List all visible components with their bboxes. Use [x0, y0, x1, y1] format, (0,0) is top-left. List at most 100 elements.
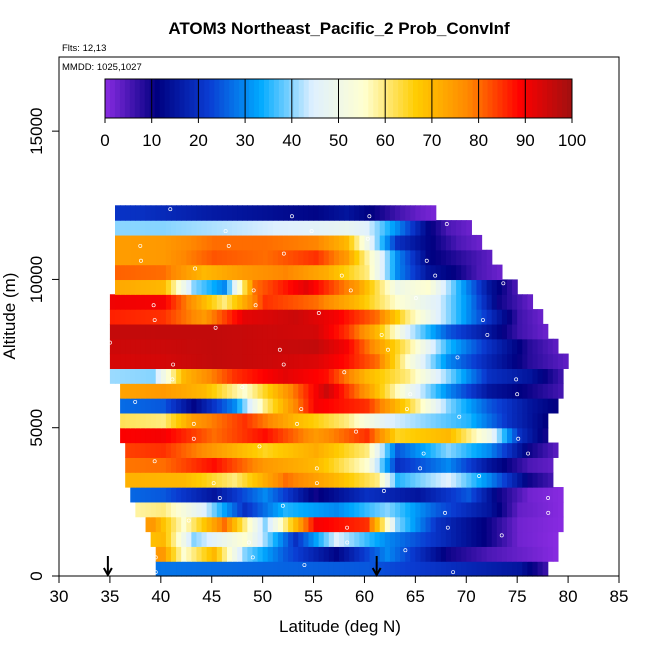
- heat-cell: [384, 442, 391, 458]
- colorbar-tick-label: 10: [142, 131, 161, 150]
- heat-cell: [517, 472, 523, 488]
- heat-cell: [206, 501, 213, 518]
- heat-cell: [354, 442, 360, 458]
- heat-cell: [283, 338, 289, 355]
- heat-cell: [486, 457, 493, 473]
- heat-cell: [471, 234, 478, 251]
- heat-cell: [257, 249, 264, 266]
- colorbar-swatch: [293, 79, 300, 118]
- heat-cell: [308, 501, 315, 518]
- heat-cell: [262, 368, 269, 384]
- heat-cell: [313, 220, 320, 236]
- heat-band: [153, 561, 549, 577]
- heat-cell: [501, 412, 508, 429]
- heat-cell: [120, 264, 126, 281]
- heat-cell: [527, 383, 534, 399]
- heat-cell: [395, 516, 401, 533]
- heat-cell: [339, 531, 345, 547]
- heat-cell: [369, 487, 376, 503]
- heat-cell: [272, 353, 279, 369]
- heat-cell: [354, 205, 360, 221]
- heat-cell: [120, 383, 126, 399]
- heat-cell: [247, 472, 254, 488]
- heat-cell: [257, 516, 264, 533]
- heat-cell: [288, 368, 294, 384]
- heat-cell: [522, 294, 528, 310]
- heat-cell: [288, 353, 294, 369]
- heat-cell: [364, 427, 371, 444]
- chart-title: ATOM3 Northeast_Pacific_2 Prob_ConvInf: [168, 19, 510, 38]
- heat-cell: [181, 294, 187, 310]
- heat-cell: [272, 338, 279, 355]
- colorbar-swatch: [353, 79, 359, 118]
- heat-cell: [369, 531, 376, 547]
- heat-cell: [176, 442, 182, 458]
- heat-cell: [501, 427, 508, 444]
- heat-cell: [359, 398, 366, 414]
- heat-cell: [303, 234, 310, 251]
- heat-cell: [160, 338, 167, 355]
- heat-cell: [308, 249, 315, 266]
- heat-cell: [466, 412, 472, 429]
- heat-cell: [461, 427, 467, 444]
- heat-cell: [542, 412, 549, 429]
- heat-cell: [196, 234, 203, 251]
- heat-cell: [262, 279, 269, 295]
- heat-cell: [384, 383, 391, 399]
- heat-cell: [303, 472, 310, 488]
- heat-cell: [277, 516, 284, 533]
- heat-cell: [318, 516, 325, 533]
- heat-cell: [120, 294, 126, 310]
- heat-cell: [196, 457, 203, 473]
- heat-cell: [293, 457, 299, 473]
- heat-cell: [237, 368, 243, 384]
- heat-cell: [252, 442, 259, 458]
- heat-cell: [221, 309, 228, 325]
- heat-cell: [466, 323, 472, 340]
- heat-cell: [252, 294, 259, 310]
- colorbar-swatch: [462, 79, 469, 118]
- heat-cell: [384, 368, 391, 384]
- y-tick-label: 15000: [27, 108, 46, 155]
- heat-cell: [440, 234, 447, 251]
- heat-cell: [323, 501, 330, 518]
- heat-cell: [461, 338, 467, 355]
- heat-cell: [308, 546, 315, 562]
- sample-marker: [501, 281, 506, 286]
- heat-cell: [247, 234, 254, 251]
- heat-cell: [333, 427, 340, 444]
- colorbar-swatch: [557, 79, 563, 118]
- heat-cell: [379, 472, 386, 488]
- colorbar-swatch: [119, 79, 126, 118]
- colorbar-swatch: [373, 79, 379, 118]
- heat-cell: [211, 383, 218, 399]
- heat-cell: [155, 398, 162, 414]
- colorbar-swatch: [388, 79, 394, 118]
- heat-cell: [247, 412, 254, 429]
- heat-cell: [349, 279, 355, 295]
- heat-cell: [303, 264, 310, 281]
- heat-cell: [206, 294, 213, 310]
- heat-cell: [262, 264, 269, 281]
- heat-cell: [481, 368, 488, 384]
- heat-cell: [389, 383, 396, 399]
- colorbar-swatch: [492, 79, 498, 118]
- heat-cell: [313, 442, 320, 458]
- colorbar-swatch: [437, 79, 444, 118]
- heat-cell: [262, 309, 269, 325]
- heat-cell: [277, 457, 284, 473]
- heat-cell: [216, 338, 223, 355]
- heat-cell: [160, 309, 167, 325]
- sample-marker: [186, 518, 191, 523]
- heat-cell: [354, 234, 360, 251]
- heat-cell: [481, 457, 488, 473]
- heat-cell: [191, 279, 198, 295]
- heat-cell: [339, 264, 345, 281]
- heat-cell: [181, 368, 187, 384]
- heat-cell: [527, 472, 534, 488]
- heat-cell: [420, 309, 427, 325]
- heat-cell: [201, 501, 208, 518]
- heat-cell: [496, 323, 503, 340]
- heat-cell: [501, 487, 508, 503]
- y-tick-label: 0: [27, 571, 46, 580]
